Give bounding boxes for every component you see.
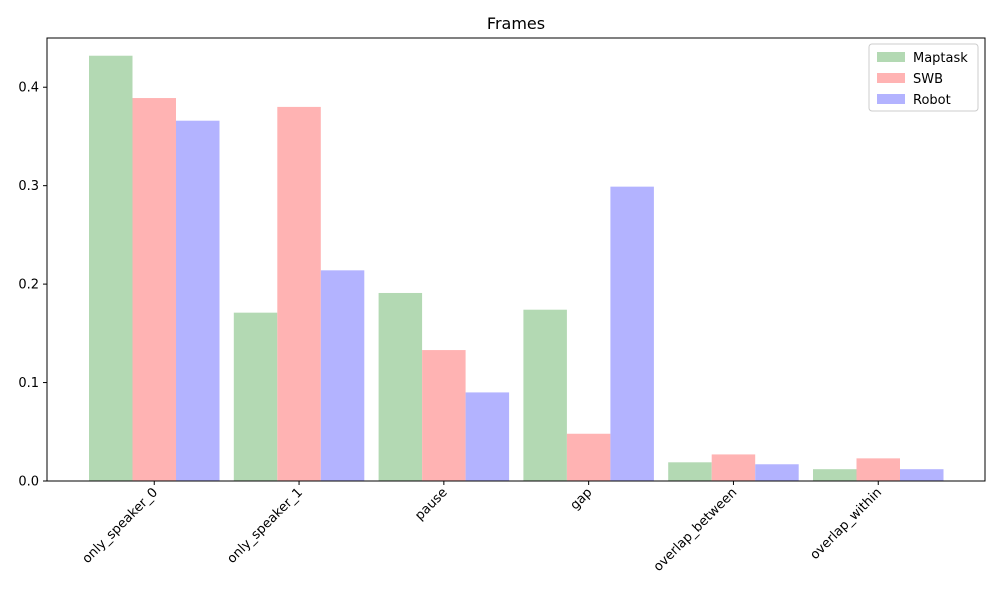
bars-group [89,55,944,482]
bar-robot-overlap-within [900,469,944,481]
legend: Maptask SWB Robot [868,43,979,112]
legend-swatch-robot [877,94,905,104]
bar-maptask-only-speaker-0 [89,55,133,481]
bar-swb-overlap-within [856,458,900,481]
bar-swb-only-speaker-0 [132,98,176,481]
legend-label-maptask: Maptask [913,51,968,66]
bar-swb-only-speaker-1 [277,106,321,482]
bar-robot-only-speaker-0 [176,120,220,482]
y-tick-label: 0.0 [18,475,39,490]
legend-label-swb: SWB [913,72,943,87]
legend-label-robot: Robot [913,93,951,108]
legend-swatch-maptask [877,52,905,62]
bar-swb-pause [422,350,466,481]
y-tick-label: 0.4 [18,81,39,96]
bar-maptask-pause [378,292,423,481]
chart-title: Frames [487,14,545,33]
bar-robot-overlap-between [755,464,799,481]
bar-maptask-gap [523,309,567,481]
bar-swb-gap [566,433,611,481]
y-tick-label: 0.1 [18,376,39,391]
bar-maptask-only-speaker-1 [233,312,278,481]
y-tick-label: 0.3 [18,179,39,194]
bar-robot-gap [610,186,654,481]
bar-robot-only-speaker-1 [320,270,365,481]
legend-swatch-swb [877,73,905,83]
bar-robot-pause [465,392,510,481]
bar-maptask-overlap-between [668,462,712,481]
bar-maptask-overlap-within [813,469,857,481]
bar-swb-overlap-between [711,454,756,481]
y-tick-label: 0.2 [18,278,39,293]
plot-frame [46,37,986,482]
